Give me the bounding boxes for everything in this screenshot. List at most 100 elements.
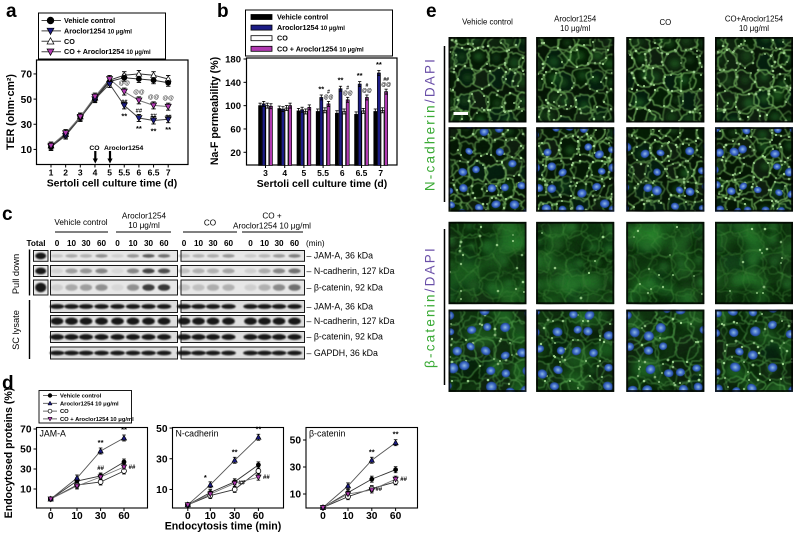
svg-text:**: ** [369, 447, 375, 456]
svg-text:*: * [204, 473, 207, 482]
svg-text:10: 10 [20, 485, 32, 496]
svg-text:@@: @@ [362, 88, 372, 94]
svg-text:Vehicle control: Vehicle control [277, 13, 328, 22]
svg-text:10: 10 [194, 239, 204, 248]
svg-text:CO + Aroclor1254 10 μg/ml: CO + Aroclor1254 10 μg/ml [277, 44, 364, 53]
svg-text:TER (ohm·cm²): TER (ohm·cm²) [5, 74, 17, 150]
svg-text:**: ** [121, 111, 127, 120]
svg-text:@@: @@ [133, 89, 145, 95]
svg-text:70: 70 [21, 70, 33, 81]
svg-text:4: 4 [93, 168, 98, 178]
svg-text:Vehicle control: Vehicle control [60, 394, 102, 400]
svg-text:60: 60 [390, 511, 402, 522]
svg-text:##: ## [97, 466, 104, 472]
svg-text:180: 180 [225, 55, 241, 66]
svg-text:CO: CO [60, 409, 69, 415]
svg-text:Endocytosis time (min): Endocytosis time (min) [165, 521, 282, 533]
svg-text:30: 30 [229, 511, 241, 522]
svg-text:CO: CO [277, 34, 288, 43]
svg-text:SC lysate: SC lysate [11, 310, 21, 350]
svg-text:**: ** [393, 430, 399, 439]
svg-text:β-catenin: β-catenin [309, 429, 345, 439]
svg-text:10: 10 [342, 511, 354, 522]
svg-text:10: 10 [205, 511, 217, 522]
svg-text:0: 0 [115, 239, 120, 248]
svg-text:– N-cadherin, 127 kDa: – N-cadherin, 127 kDa [307, 266, 395, 276]
svg-text:Aroclor1254 10 μg/ml: Aroclor1254 10 μg/ml [277, 23, 345, 32]
svg-text:– N-cadherin, 127 kDa: – N-cadherin, 127 kDa [307, 316, 395, 326]
svg-text:##: ## [383, 77, 389, 83]
svg-text:60: 60 [159, 239, 169, 248]
svg-text:#: # [366, 83, 369, 89]
svg-text:60: 60 [230, 124, 241, 135]
svg-text:3: 3 [263, 168, 268, 178]
svg-text:CO: CO [659, 18, 671, 27]
svg-text:Sertoli cell culture time (d): Sertoli cell culture time (d) [257, 179, 388, 190]
svg-text:5: 5 [107, 168, 112, 178]
svg-text:30: 30 [20, 465, 32, 476]
svg-text:20: 20 [230, 148, 241, 159]
svg-text:β-catenin/DAPI: β-catenin/DAPI [423, 246, 438, 368]
svg-text:Vehicle control: Vehicle control [462, 18, 513, 27]
svg-text:##: ## [121, 100, 128, 106]
svg-text:10 μg/ml: 10 μg/ml [560, 24, 590, 33]
svg-text:##: ## [136, 108, 143, 114]
svg-text:10: 10 [71, 511, 83, 522]
svg-text:6: 6 [137, 168, 142, 178]
svg-text:– β-catenin, 92 kDa: – β-catenin, 92 kDa [307, 282, 384, 292]
svg-text:5.5: 5.5 [118, 168, 130, 178]
svg-text:CO + Aroclor1254 10 μg/ml: CO + Aroclor1254 10 μg/ml [60, 417, 134, 423]
svg-text:**: ** [255, 424, 261, 433]
svg-text:c: c [2, 204, 13, 225]
svg-text:Aroclor1254: Aroclor1254 [122, 212, 167, 221]
svg-text:100: 100 [225, 101, 241, 112]
svg-text:140: 140 [225, 78, 241, 89]
svg-text:70: 70 [20, 425, 32, 436]
svg-text:@@: @@ [119, 81, 131, 87]
svg-text:b: b [217, 1, 229, 22]
svg-text:**: ** [318, 84, 324, 93]
svg-text:#: # [346, 85, 349, 91]
svg-text:##: ## [165, 115, 172, 121]
svg-text:30: 30 [144, 239, 154, 248]
svg-text:e: e [426, 1, 437, 22]
svg-text:60: 60 [118, 511, 130, 522]
svg-text:5: 5 [302, 168, 307, 178]
svg-text:10: 10 [260, 239, 270, 248]
svg-text:Aroclor1254 10 μg/ml: Aroclor1254 10 μg/ml [233, 222, 311, 231]
svg-text:0: 0 [182, 239, 187, 248]
svg-text:Vehicle control: Vehicle control [64, 16, 115, 25]
svg-text:a: a [6, 1, 17, 22]
svg-text:10: 10 [290, 490, 302, 501]
svg-text:**: ** [338, 76, 344, 85]
svg-text:##: ## [263, 475, 270, 481]
svg-text:30: 30 [156, 454, 168, 465]
svg-text:Aroclor1254 10 μg/ml: Aroclor1254 10 μg/ml [60, 401, 119, 407]
svg-text:**: ** [121, 425, 127, 434]
svg-text:@@: @@ [343, 90, 353, 96]
svg-text:60: 60 [97, 239, 107, 248]
svg-text:– JAM-A, 36 kDa: – JAM-A, 36 kDa [307, 302, 374, 312]
svg-text:Aroclor1254: Aroclor1254 [554, 15, 597, 24]
svg-text:0: 0 [248, 239, 253, 248]
svg-text:5.5: 5.5 [317, 168, 329, 178]
svg-text:##: ## [375, 487, 382, 493]
svg-text:4: 4 [282, 168, 287, 178]
svg-text:– β-catenin, 92 kDa: – β-catenin, 92 kDa [307, 332, 384, 342]
svg-text:**: ** [151, 126, 157, 135]
svg-text:0: 0 [185, 511, 191, 522]
svg-text:30: 30 [366, 511, 378, 522]
svg-text:10: 10 [156, 485, 168, 496]
svg-text:10 μg/ml: 10 μg/ml [739, 24, 769, 33]
svg-text:CO+Aroclor1254: CO+Aroclor1254 [725, 15, 784, 24]
svg-text:1: 1 [49, 168, 54, 178]
svg-text:7: 7 [378, 168, 383, 178]
svg-text:30: 30 [208, 239, 218, 248]
svg-text:**: ** [376, 60, 382, 69]
svg-text:10: 10 [128, 239, 138, 248]
svg-text:30: 30 [21, 120, 33, 131]
svg-text:– GAPDH, 36 kDa: – GAPDH, 36 kDa [307, 348, 378, 358]
svg-text:30: 30 [95, 511, 107, 522]
svg-text:(min): (min) [306, 239, 325, 248]
svg-text:CO: CO [204, 219, 216, 228]
